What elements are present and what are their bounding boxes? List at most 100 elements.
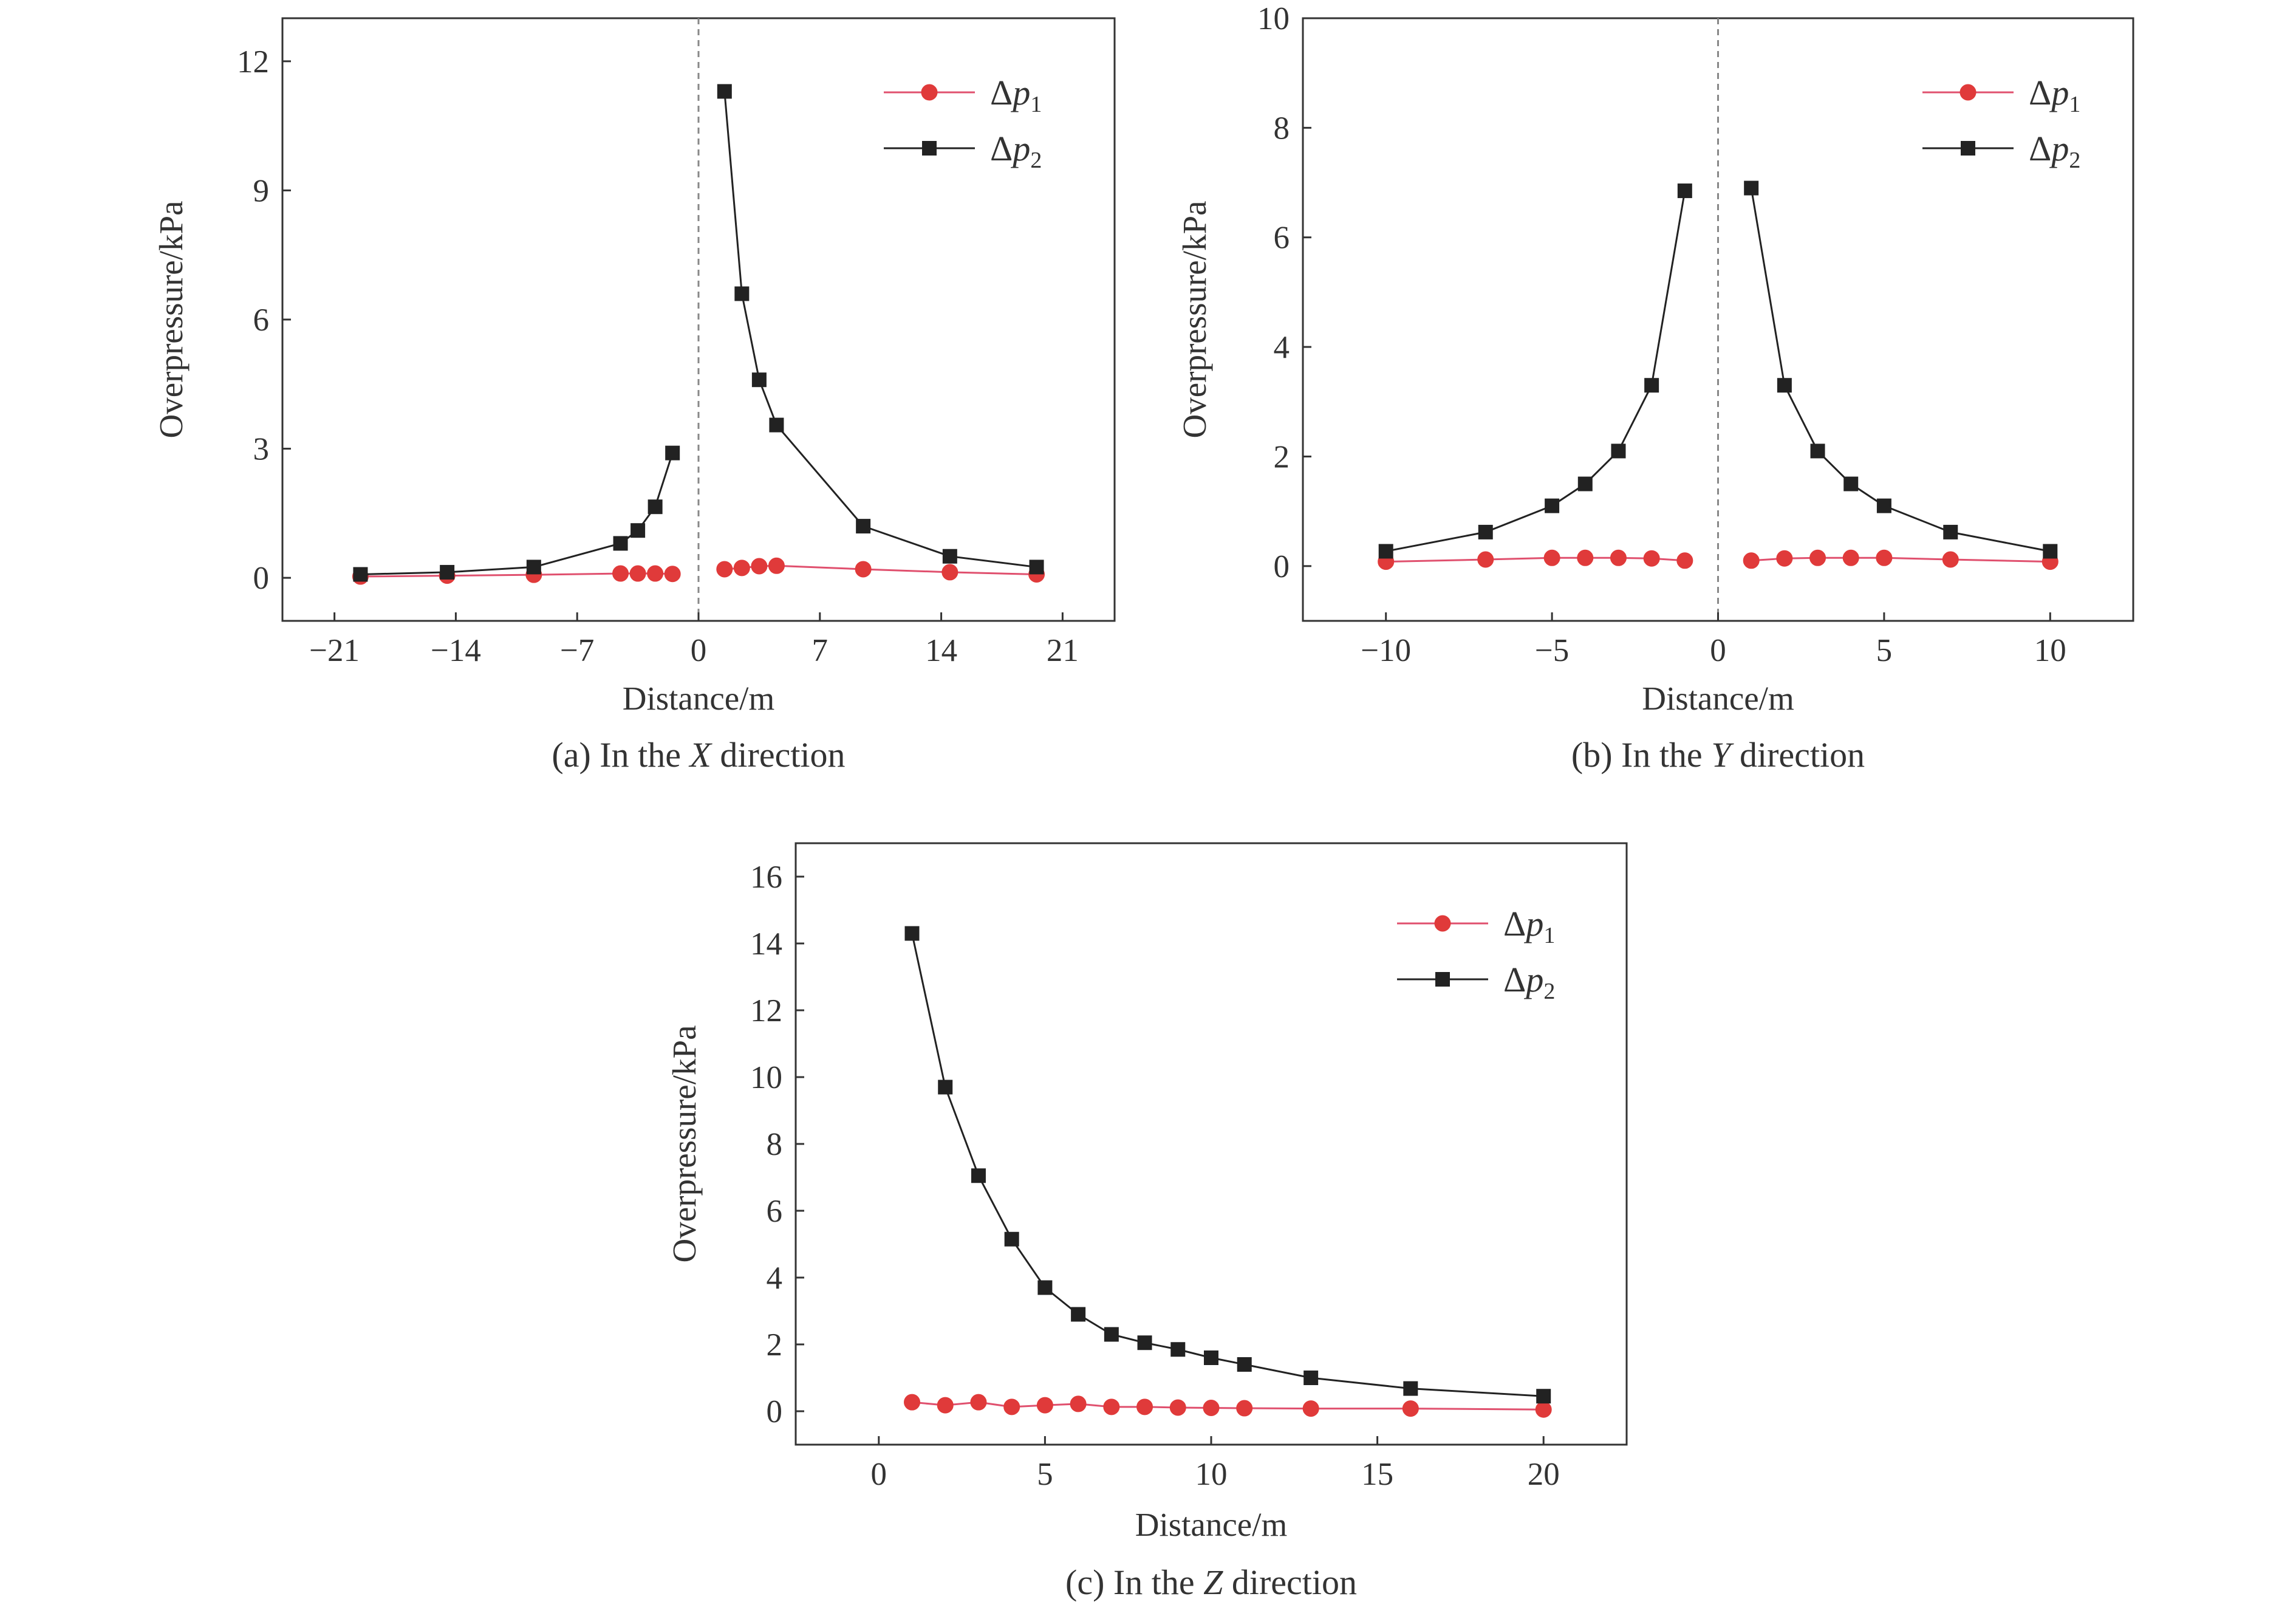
data-point <box>1136 1398 1153 1415</box>
y-tick-label: 9 <box>253 173 270 208</box>
data-point <box>526 560 541 575</box>
data-point <box>1644 378 1659 393</box>
data-point <box>1809 549 1826 566</box>
data-point <box>1577 549 1594 566</box>
data-point <box>970 1394 987 1411</box>
legend-marker <box>1959 84 1977 101</box>
x-tick-label: 5 <box>1876 633 1893 668</box>
y-tick-label: 4 <box>767 1261 783 1296</box>
y-tick-label: 2 <box>767 1327 783 1363</box>
legend-item-dp2: Δp2 <box>1922 129 2080 173</box>
data-point <box>942 549 957 564</box>
legend-marker <box>1435 972 1450 987</box>
y-tick-label: 10 <box>750 1060 782 1095</box>
data-point <box>1478 524 1493 539</box>
x-tick-label: −21 <box>309 633 360 668</box>
legend-label: Δp1 <box>990 73 1042 117</box>
series-line <box>1385 190 1686 552</box>
data-point <box>1843 476 1859 491</box>
series-dp2 <box>904 926 1551 1404</box>
data-point <box>353 567 368 582</box>
data-point <box>1942 551 1959 568</box>
x-tick-label: 10 <box>2034 633 2066 668</box>
panel-caption: (c) In the Z direction <box>1065 1563 1357 1602</box>
x-tick-label: 15 <box>1361 1457 1393 1492</box>
data-point <box>613 536 628 551</box>
x-tick-label: 7 <box>812 633 829 668</box>
data-point <box>1104 1327 1119 1342</box>
y-tick-label: 14 <box>750 926 782 962</box>
data-point <box>1677 183 1692 199</box>
legend-item-dp1: Δp1 <box>1397 904 1555 948</box>
legend-item-dp1: Δp1 <box>1922 73 2080 117</box>
data-point <box>904 1394 921 1411</box>
data-point <box>1536 1389 1551 1404</box>
data-point <box>1004 1231 1019 1247</box>
data-point <box>1743 552 1760 569</box>
data-point <box>855 561 872 578</box>
x-tick-label: 20 <box>1528 1457 1560 1492</box>
x-tick-label: 0 <box>1710 633 1726 668</box>
x-axis-title: Distance/m <box>1642 680 1794 717</box>
data-point <box>1303 1371 1319 1385</box>
data-point <box>768 557 785 574</box>
data-point <box>1029 560 1044 575</box>
data-point <box>1237 1357 1252 1372</box>
y-tick-label: 0 <box>1274 549 1290 584</box>
data-point <box>1003 1398 1020 1415</box>
y-axis-title: Overpressure/kPa <box>1176 201 1213 439</box>
legend-marker <box>1961 141 1975 156</box>
data-point <box>1403 1381 1418 1396</box>
data-point <box>904 926 920 941</box>
y-tick-label: 16 <box>750 860 782 895</box>
data-point <box>647 499 663 515</box>
data-point <box>647 565 664 582</box>
x-tick-label: 10 <box>1195 1457 1228 1492</box>
x-axis-title: Distance/m <box>623 680 774 717</box>
data-point <box>751 558 768 575</box>
data-point <box>1103 1398 1120 1415</box>
series-dp2 <box>1378 180 2058 559</box>
data-point <box>971 1168 986 1183</box>
data-point <box>665 445 680 460</box>
series-line <box>1385 556 1685 563</box>
legend-label: Δp1 <box>1503 904 1555 948</box>
data-point <box>1037 1280 1053 1295</box>
data-point <box>2043 544 2058 559</box>
data-point <box>612 565 629 582</box>
y-tick-label: 10 <box>1257 1 1290 36</box>
data-point <box>1071 1307 1086 1322</box>
series-line <box>1750 188 2051 552</box>
data-point <box>1169 1399 1186 1416</box>
data-point <box>1170 1342 1186 1357</box>
data-point <box>938 1080 953 1095</box>
legend-label: Δp2 <box>1503 960 1555 1004</box>
data-point <box>1535 1401 1552 1418</box>
data-point <box>1876 498 1891 513</box>
legend-item-dp2: Δp2 <box>1397 960 1555 1004</box>
y-tick-label: 3 <box>253 432 270 467</box>
x-tick-label: −10 <box>1361 633 1411 668</box>
data-point <box>440 564 455 580</box>
series-dp2 <box>353 84 1044 582</box>
data-point <box>941 564 958 581</box>
y-tick-label: 8 <box>767 1127 783 1162</box>
data-point <box>1943 524 1958 539</box>
data-point <box>733 560 750 577</box>
data-point <box>1842 549 1859 566</box>
y-tick-label: 4 <box>1274 330 1290 365</box>
chart-panel-c: 0 5 10 15 20 0 2 4 6 8 10 12 14 16 Distance/m Overpress… <box>666 842 1628 1602</box>
legend-item-dp2: Δp2 <box>884 129 1042 173</box>
y-tick-label: 6 <box>767 1194 783 1229</box>
data-point <box>1577 476 1593 491</box>
y-tick-label: 6 <box>253 303 270 338</box>
data-point <box>1477 551 1494 568</box>
legend-marker <box>921 84 938 101</box>
data-point <box>751 372 767 388</box>
data-point <box>1203 1400 1220 1416</box>
panel-caption: (b) In the Y direction <box>1571 735 1865 775</box>
data-point <box>1236 1400 1253 1417</box>
data-point <box>1036 1397 1053 1414</box>
data-point <box>856 519 871 534</box>
